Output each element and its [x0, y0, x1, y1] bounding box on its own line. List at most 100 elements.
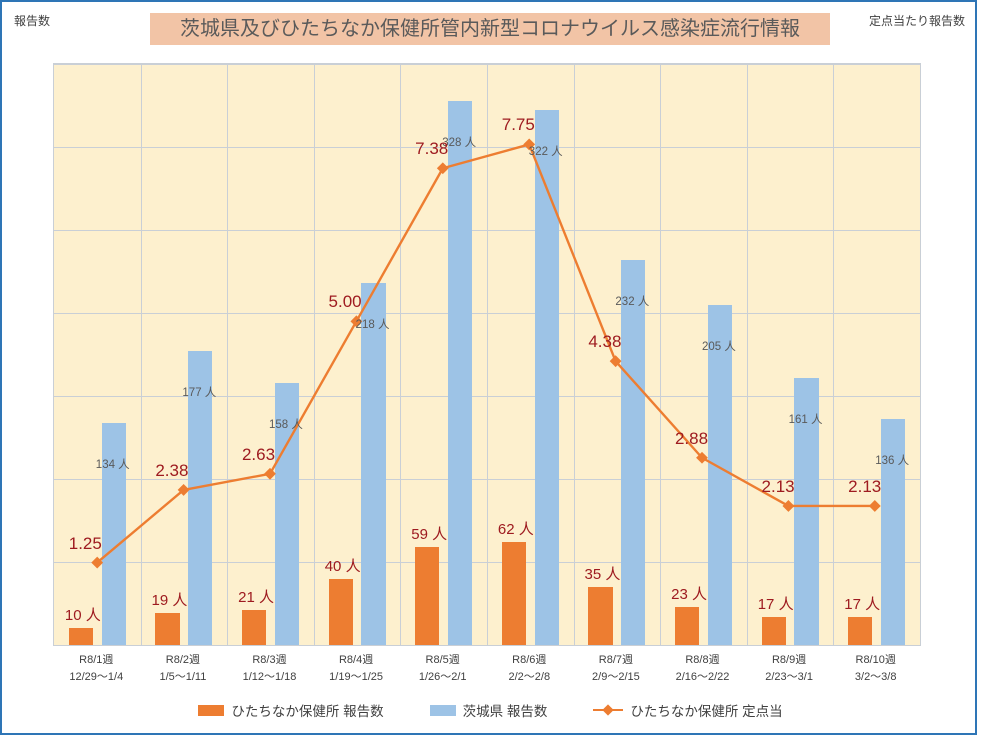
- bar-hitachinaka-reports: [848, 616, 873, 645]
- bar-hitachinaka-reports: [415, 547, 440, 645]
- x-axis-tick-label: R8/8週 2/16〜2/22: [676, 652, 730, 686]
- x-axis-date-range-label: 1/19〜1/25: [329, 671, 384, 683]
- legend-item[interactable]: ひたちなか保健所 報告数: [198, 700, 384, 720]
- bar-ibaraki-reports: [707, 304, 733, 645]
- x-axis-date-range-label: 12/29〜1/4: [69, 671, 124, 683]
- x-axis-date-range-label: 3/2〜3/8: [854, 671, 897, 683]
- x-axis-tick-label: R8/2週 1/5〜1/11: [159, 652, 206, 686]
- line-data-label: 2.38: [155, 461, 189, 481]
- legend-color-swatch: [429, 704, 456, 716]
- line-data-label: 7.38: [415, 138, 449, 158]
- x-axis-week-label: R8/10週: [855, 654, 896, 666]
- bar-hitachinaka-reports: [761, 616, 786, 645]
- line-data-label: 7.75: [501, 114, 535, 134]
- legend-label: ひたちなか保健所 定点当: [630, 704, 783, 719]
- x-axis-date-range-label: 1/12〜1/18: [242, 671, 297, 683]
- bar-label-ibaraki: 232 人: [615, 295, 650, 308]
- bar-label-ibaraki: 205 人: [702, 340, 736, 353]
- bar-hitachinaka-reports: [328, 578, 353, 645]
- x-axis-week-label: R8/1週: [79, 654, 114, 666]
- x-axis-tick-label: R8/1週 12/29〜1/4: [69, 652, 123, 686]
- line-data-label: 2.88: [674, 429, 709, 449]
- bar-ibaraki-reports: [794, 377, 819, 645]
- bar-label-hitachinaka: 35 人: [584, 565, 621, 583]
- line-series: [91, 138, 881, 569]
- left-axis-title: 報告数: [14, 14, 51, 28]
- x-axis-tick-label: R8/4週 1/19〜1/25: [329, 652, 383, 686]
- x-axis-date-range-label: 2/9〜2/15: [592, 671, 640, 683]
- legend-item[interactable]: ひたちなか保健所 定点当: [593, 700, 783, 720]
- bar-label-ibaraki: 177 人: [182, 387, 217, 400]
- x-axis-week-label: R8/8週: [685, 654, 720, 666]
- x-axis-week-label: R8/3週: [252, 654, 287, 666]
- line-marker-diamond: [609, 355, 622, 368]
- bar-label-hitachinaka: 19 人: [151, 592, 188, 610]
- gridline-vertical: [400, 64, 401, 645]
- bar-label-hitachinaka: 59 人: [411, 526, 448, 544]
- bar-ibaraki-reports: [621, 259, 646, 645]
- bar-label-hitachinaka: 62 人: [497, 521, 534, 539]
- legend-label: 茨城県 報告数: [462, 704, 548, 719]
- bar-hitachinaka-reports: [155, 613, 180, 645]
- x-axis-date-range-label: 1/26〜2/1: [418, 671, 467, 683]
- x-axis-tick-label: R8/5週 1/26〜2/1: [419, 652, 467, 686]
- x-axis-week-label: R8/2週: [165, 654, 201, 666]
- x-axis-week-label: R8/5週: [425, 654, 460, 666]
- bar-label-hitachinaka: 17 人: [757, 595, 794, 613]
- line-data-label: 2.13: [761, 477, 795, 497]
- bar-hitachinaka-reports: [588, 586, 613, 645]
- bar-label-ibaraki: 328 人: [442, 136, 477, 149]
- gridline-vertical: [660, 64, 661, 645]
- x-axis-tick-label: R8/7週 2/9〜2/15: [592, 652, 640, 686]
- x-axis-date-range-label: 1/5〜1/11: [159, 671, 207, 683]
- line-data-label: 2.13: [848, 477, 882, 497]
- x-axis-date-range-label: 2/2〜2/8: [508, 671, 551, 683]
- bar-ibaraki-reports: [274, 382, 300, 645]
- bar-label-hitachinaka: 17 人: [844, 595, 881, 613]
- legend-color-swatch: [198, 704, 225, 716]
- x-axis-date-range-label: 2/23〜3/1: [765, 671, 813, 683]
- bar-label-hitachinaka: 40 人: [324, 557, 361, 575]
- bar-ibaraki-reports: [188, 351, 213, 645]
- bar-hitachinaka-reports: [68, 628, 93, 645]
- bar-label-ibaraki: 161 人: [788, 413, 823, 426]
- bar-ibaraki-reports: [534, 110, 559, 645]
- line-marker-diamond: [782, 500, 795, 512]
- bar-ibaraki-reports: [881, 419, 906, 645]
- gridline-vertical: [487, 64, 488, 645]
- bar-label-ibaraki: 136 人: [875, 455, 910, 468]
- x-axis-tick-label: R8/6週 2/2〜2/8: [509, 652, 551, 686]
- chart-title: 茨城県及びひたちなか保健所管内新型コロナウイルス感染症流行情報: [150, 13, 830, 45]
- line-path-teitenatari: [96, 143, 875, 564]
- right-axis-title: 定点当たり報告数: [868, 14, 965, 28]
- bar-hitachinaka-reports: [241, 610, 267, 645]
- bar-label-ibaraki: 218 人: [355, 319, 390, 332]
- x-axis-week-label: R8/7週: [598, 654, 634, 666]
- line-marker-diamond: [264, 467, 276, 480]
- x-axis-week-label: R8/4週: [338, 654, 374, 666]
- x-axis-tick-label: R8/9週 2/23〜3/1: [765, 652, 813, 686]
- x-axis-tick-label: R8/3週 1/12〜1/18: [243, 652, 297, 686]
- x-axis-week-label: R8/9週: [771, 654, 807, 666]
- gridline-vertical: [227, 64, 228, 645]
- line-data-label: 5.00: [328, 292, 362, 312]
- bar-ibaraki-reports: [361, 283, 386, 645]
- gridline-vertical: [141, 64, 142, 645]
- gridline-horizontal: [54, 645, 920, 646]
- plot-area: 0 人50 人100 人150 人200 人250 人300 人350 人 0.…: [53, 63, 921, 646]
- bar-label-hitachinaka: 23 人: [671, 585, 707, 603]
- x-axis-week-label: R8/6週: [512, 654, 547, 666]
- gridline-vertical: [314, 64, 315, 645]
- gridline-vertical: [833, 64, 834, 645]
- chart-legend: ひたちなか保健所 報告数 茨城県 報告数 ひたちなか保健所 定点当: [2, 700, 979, 720]
- bar-label-ibaraki: 134 人: [95, 458, 130, 471]
- bar-ibaraki-reports: [448, 100, 473, 645]
- bar-hitachinaka-reports: [674, 606, 700, 645]
- line-marker-diamond: [436, 162, 449, 175]
- legend-line-diamond-icon: [593, 704, 624, 716]
- legend-item[interactable]: 茨城県 報告数: [429, 700, 548, 720]
- bar-label-ibaraki: 322 人: [528, 146, 563, 159]
- gridline-vertical: [574, 64, 575, 645]
- x-axis-date-range-label: 2/16〜2/22: [675, 671, 730, 683]
